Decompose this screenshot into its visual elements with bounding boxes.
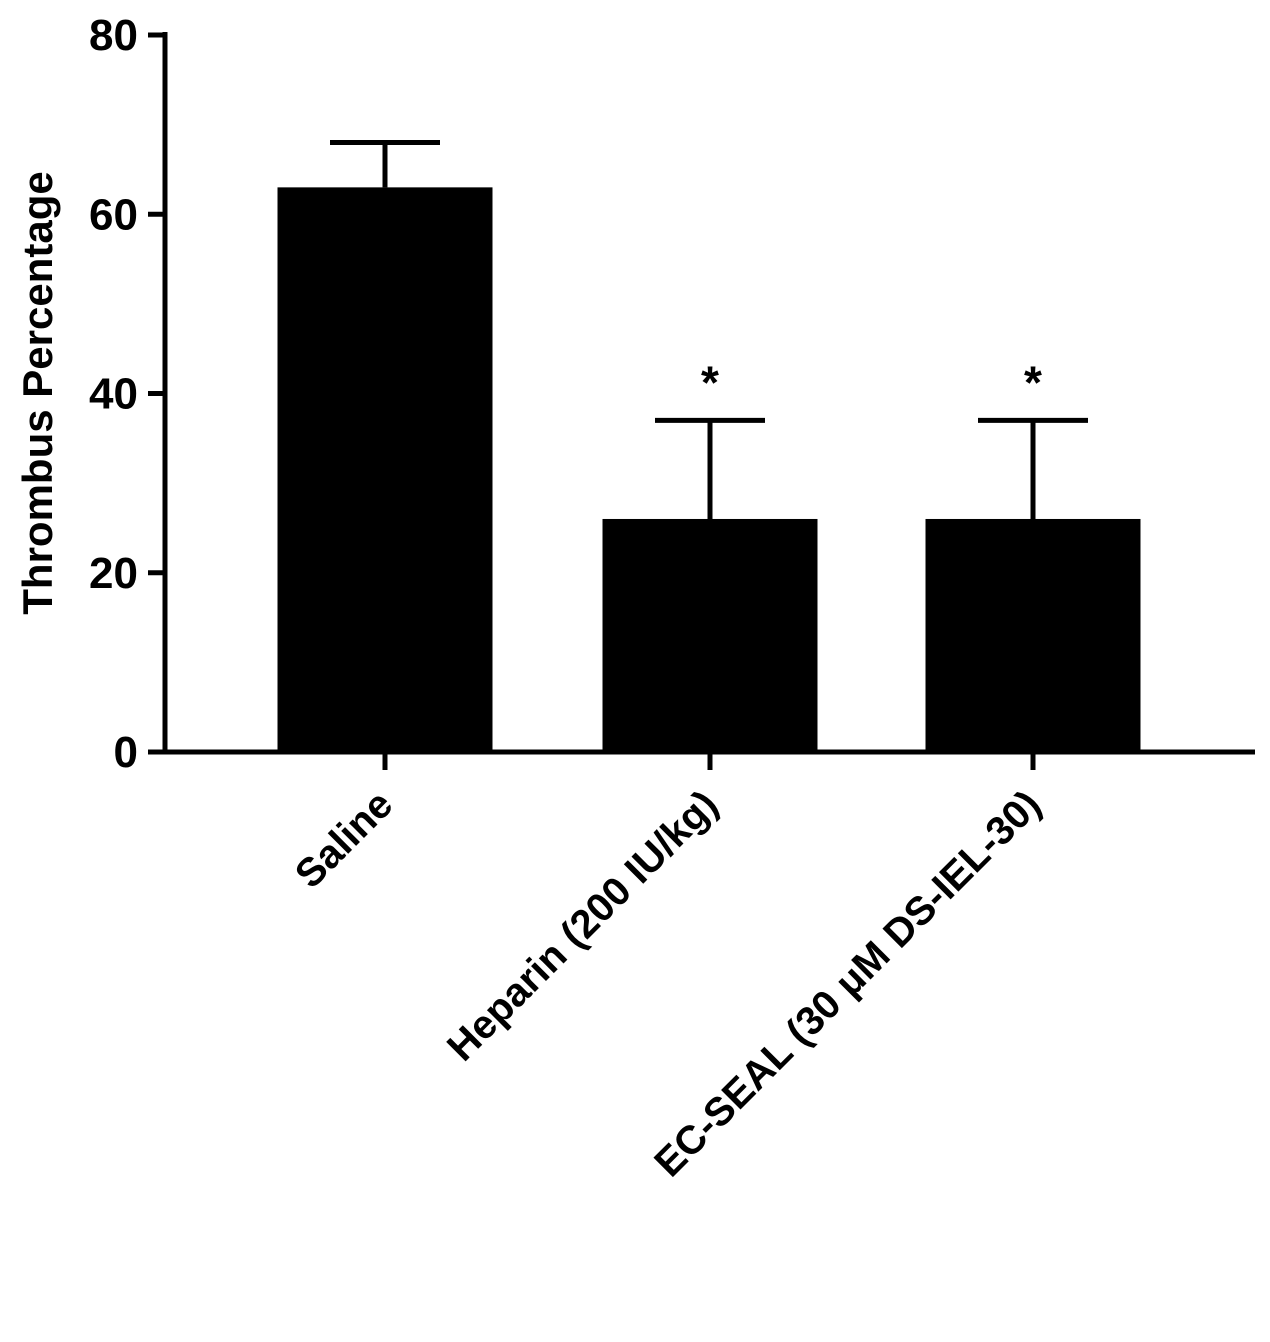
bar [602,518,818,752]
bar [277,187,493,753]
y-tick-label: 80 [89,11,138,60]
x-category-label: Heparin (200 IU/kg) [439,782,726,1069]
y-tick-label: 0 [114,728,138,777]
y-tick-label: 60 [89,190,138,239]
y-axis-title: Thrombus Percentage [14,171,61,614]
x-category-label: Saline [287,782,401,896]
significance-marker: * [1024,356,1042,408]
x-category-label: EC-SEAL (30 μM DS-IEL-30) [646,782,1049,1185]
y-tick-label: 20 [89,549,138,598]
significance-marker: * [701,356,719,408]
y-tick-label: 40 [89,370,138,419]
bar [925,518,1141,752]
